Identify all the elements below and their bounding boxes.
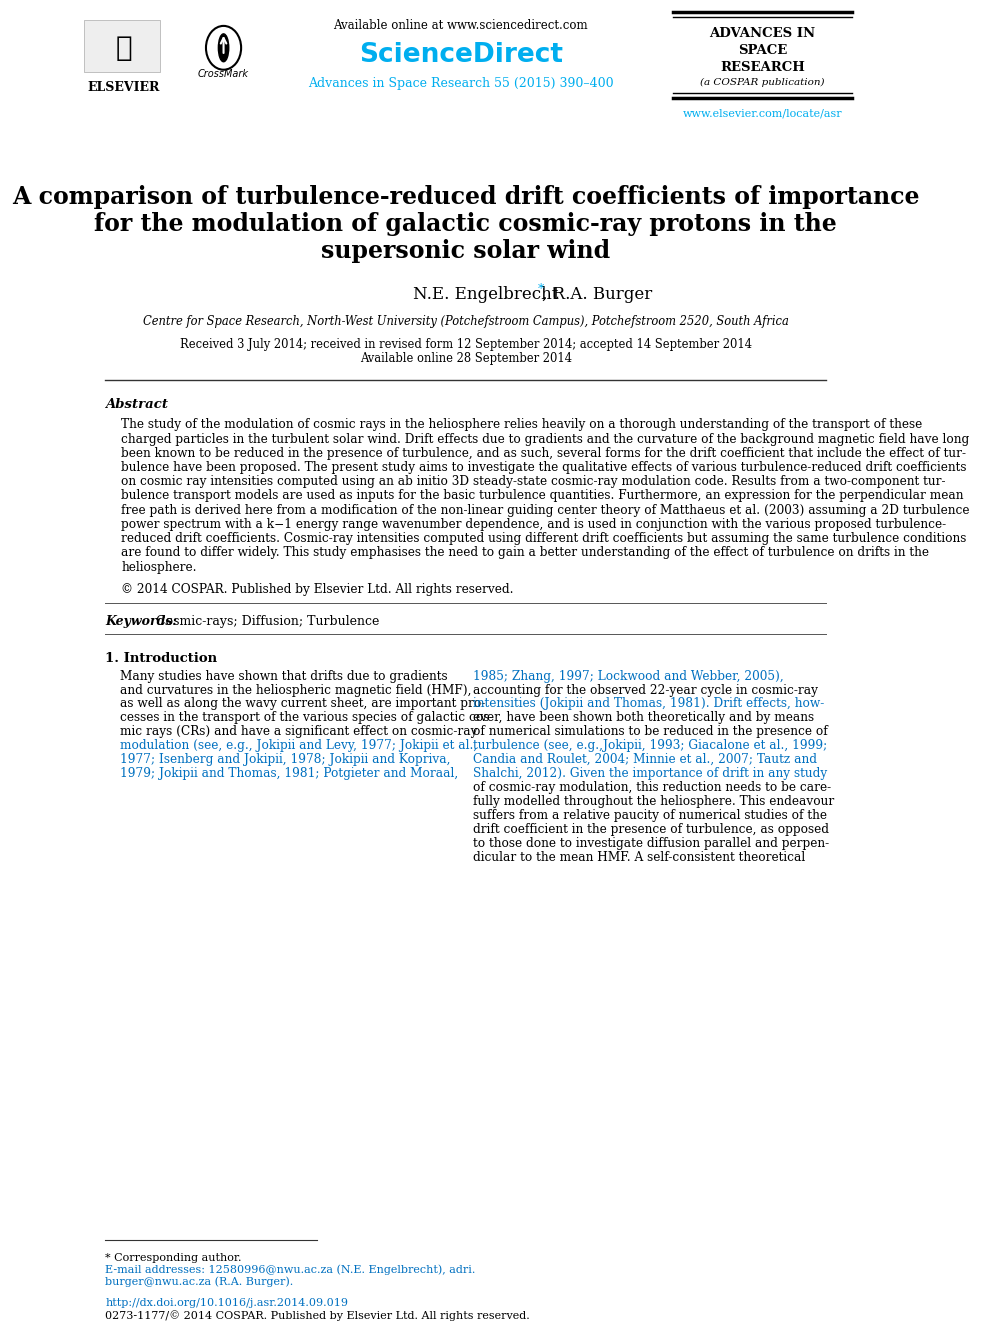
Text: suffers from a relative paucity of numerical studies of the: suffers from a relative paucity of numer… bbox=[473, 808, 826, 822]
Text: drift coefficient in the presence of turbulence, as opposed: drift coefficient in the presence of tur… bbox=[473, 823, 829, 836]
Text: N.E. Engelbrecht: N.E. Engelbrecht bbox=[413, 286, 558, 303]
Text: *: * bbox=[538, 283, 544, 296]
Text: been known to be reduced in the presence of turbulence, and as such, several for: been known to be reduced in the presence… bbox=[121, 447, 966, 460]
Text: ELSEVIER: ELSEVIER bbox=[87, 81, 160, 94]
Text: Available online 28 September 2014: Available online 28 September 2014 bbox=[360, 352, 571, 365]
Text: 🌿: 🌿 bbox=[115, 34, 132, 62]
Text: reduced drift coefficients. Cosmic-ray intensities computed using different drif: reduced drift coefficients. Cosmic-ray i… bbox=[121, 532, 966, 545]
Text: fully modelled throughout the heliosphere. This endeavour: fully modelled throughout the heliospher… bbox=[473, 795, 834, 808]
Text: bulence have been proposed. The present study aims to investigate the qualitativ: bulence have been proposed. The present … bbox=[121, 460, 967, 474]
Text: modulation (see, e.g., Jokipii and Levy, 1977; Jokipii et al.,: modulation (see, e.g., Jokipii and Levy,… bbox=[120, 740, 477, 753]
Text: RESEARCH: RESEARCH bbox=[720, 61, 805, 74]
Text: cesses in the transport of the various species of galactic cos-: cesses in the transport of the various s… bbox=[120, 712, 493, 725]
Text: ADVANCES IN: ADVANCES IN bbox=[709, 28, 815, 41]
Text: SPACE: SPACE bbox=[738, 44, 787, 57]
Text: ScienceDirect: ScienceDirect bbox=[359, 42, 562, 67]
Text: http://dx.doi.org/10.1016/j.asr.2014.09.019: http://dx.doi.org/10.1016/j.asr.2014.09.… bbox=[105, 1298, 348, 1307]
Text: Abstract: Abstract bbox=[105, 398, 169, 411]
Text: accounting for the observed 22-year cycle in cosmic-ray: accounting for the observed 22-year cycl… bbox=[473, 684, 817, 696]
Text: heliosphere.: heliosphere. bbox=[121, 561, 196, 574]
Text: 1. Introduction: 1. Introduction bbox=[105, 652, 217, 664]
Ellipse shape bbox=[218, 34, 229, 62]
FancyBboxPatch shape bbox=[83, 20, 160, 71]
Text: Centre for Space Research, North-West University (Potchefstroom Campus), Potchef: Centre for Space Research, North-West Un… bbox=[143, 315, 789, 328]
Text: Received 3 July 2014; received in revised form 12 September 2014; accepted 14 Se: Received 3 July 2014; received in revise… bbox=[180, 339, 752, 351]
Text: Many studies have shown that drifts due to gradients: Many studies have shown that drifts due … bbox=[120, 669, 447, 683]
Text: are found to differ widely. This study emphasises the need to gain a better unde: are found to differ widely. This study e… bbox=[121, 546, 930, 560]
Text: burger@nwu.ac.za (R.A. Burger).: burger@nwu.ac.za (R.A. Burger). bbox=[105, 1277, 294, 1287]
Text: mic rays (CRs) and have a significant effect on cosmic-ray: mic rays (CRs) and have a significant ef… bbox=[120, 725, 477, 738]
Text: ever, have been shown both theoretically and by means: ever, have been shown both theoretically… bbox=[473, 712, 814, 725]
Text: of numerical simulations to be reduced in the presence of: of numerical simulations to be reduced i… bbox=[473, 725, 827, 738]
Text: www.elsevier.com/locate/asr: www.elsevier.com/locate/asr bbox=[682, 108, 842, 119]
Text: Cosmic-rays; Diffusion; Turbulence: Cosmic-rays; Diffusion; Turbulence bbox=[152, 615, 379, 628]
Text: , R.A. Burger: , R.A. Burger bbox=[543, 286, 653, 303]
Text: turbulence (see, e.g.,Jokipii, 1993; Giacalone et al., 1999;: turbulence (see, e.g.,Jokipii, 1993; Gia… bbox=[473, 740, 827, 753]
Text: as well as along the wavy current sheet, are important pro-: as well as along the wavy current sheet,… bbox=[120, 697, 485, 710]
Text: Candia and Roulet, 2004; Minnie et al., 2007; Tautz and: Candia and Roulet, 2004; Minnie et al., … bbox=[473, 753, 816, 766]
Text: 0273-1177/© 2014 COSPAR. Published by Elsevier Ltd. All rights reserved.: 0273-1177/© 2014 COSPAR. Published by El… bbox=[105, 1311, 530, 1322]
Text: supersonic solar wind: supersonic solar wind bbox=[321, 239, 610, 263]
Text: * Corresponding author.: * Corresponding author. bbox=[105, 1253, 242, 1263]
Text: CrossMark: CrossMark bbox=[198, 69, 249, 78]
Text: A comparison of turbulence-reduced drift coefficients of importance: A comparison of turbulence-reduced drift… bbox=[12, 185, 920, 209]
Text: bulence transport models are used as inputs for the basic turbulence quantities.: bulence transport models are used as inp… bbox=[121, 490, 964, 503]
Text: on cosmic ray intensities computed using an ab initio 3D steady-state cosmic-ray: on cosmic ray intensities computed using… bbox=[121, 475, 945, 488]
Text: power spectrum with a k−1 energy range wavenumber dependence, and is used in con: power spectrum with a k−1 energy range w… bbox=[121, 519, 946, 531]
Text: of cosmic-ray modulation, this reduction needs to be care-: of cosmic-ray modulation, this reduction… bbox=[473, 781, 831, 794]
Text: The study of the modulation of cosmic rays in the heliosphere relies heavily on : The study of the modulation of cosmic ra… bbox=[121, 418, 923, 431]
Text: to those done to investigate diffusion parallel and perpen-: to those done to investigate diffusion p… bbox=[473, 837, 829, 849]
Text: E-mail addresses: 12580996@nwu.ac.za (N.E. Engelbrecht), adri.: E-mail addresses: 12580996@nwu.ac.za (N.… bbox=[105, 1265, 476, 1275]
Text: for the modulation of galactic cosmic-ray protons in the: for the modulation of galactic cosmic-ra… bbox=[94, 212, 837, 235]
Text: © 2014 COSPAR. Published by Elsevier Ltd. All rights reserved.: © 2014 COSPAR. Published by Elsevier Ltd… bbox=[121, 583, 514, 595]
Text: Keywords:: Keywords: bbox=[105, 615, 178, 628]
Text: 1985; Zhang, 1997; Lockwood and Webber, 2005),: 1985; Zhang, 1997; Lockwood and Webber, … bbox=[473, 669, 784, 683]
Text: 1977; Isenberg and Jokipii, 1978; Jokipii and Kopriva,: 1977; Isenberg and Jokipii, 1978; Jokipi… bbox=[120, 753, 450, 766]
Text: dicular to the mean HMF. A self-consistent theoretical: dicular to the mean HMF. A self-consiste… bbox=[473, 851, 806, 864]
Text: and curvatures in the heliospheric magnetic field (HMF),: and curvatures in the heliospheric magne… bbox=[120, 684, 471, 696]
Text: 1979; Jokipii and Thomas, 1981; Potgieter and Moraal,: 1979; Jokipii and Thomas, 1981; Potgiete… bbox=[120, 767, 458, 781]
Text: free path is derived here from a modification of the non-linear guiding center t: free path is derived here from a modific… bbox=[121, 504, 970, 517]
Text: (a COSPAR publication): (a COSPAR publication) bbox=[700, 78, 824, 87]
Text: Advances in Space Research 55 (2015) 390–400: Advances in Space Research 55 (2015) 390… bbox=[309, 77, 614, 90]
Text: Shalchi, 2012). Given the importance of drift in any study: Shalchi, 2012). Given the importance of … bbox=[473, 767, 827, 781]
Text: Available online at www.sciencedirect.com: Available online at www.sciencedirect.co… bbox=[333, 20, 588, 32]
Text: intensities (Jokipii and Thomas, 1981). Drift effects, how-: intensities (Jokipii and Thomas, 1981). … bbox=[473, 697, 824, 710]
Text: charged particles in the turbulent solar wind. Drift effects due to gradients an: charged particles in the turbulent solar… bbox=[121, 433, 969, 446]
